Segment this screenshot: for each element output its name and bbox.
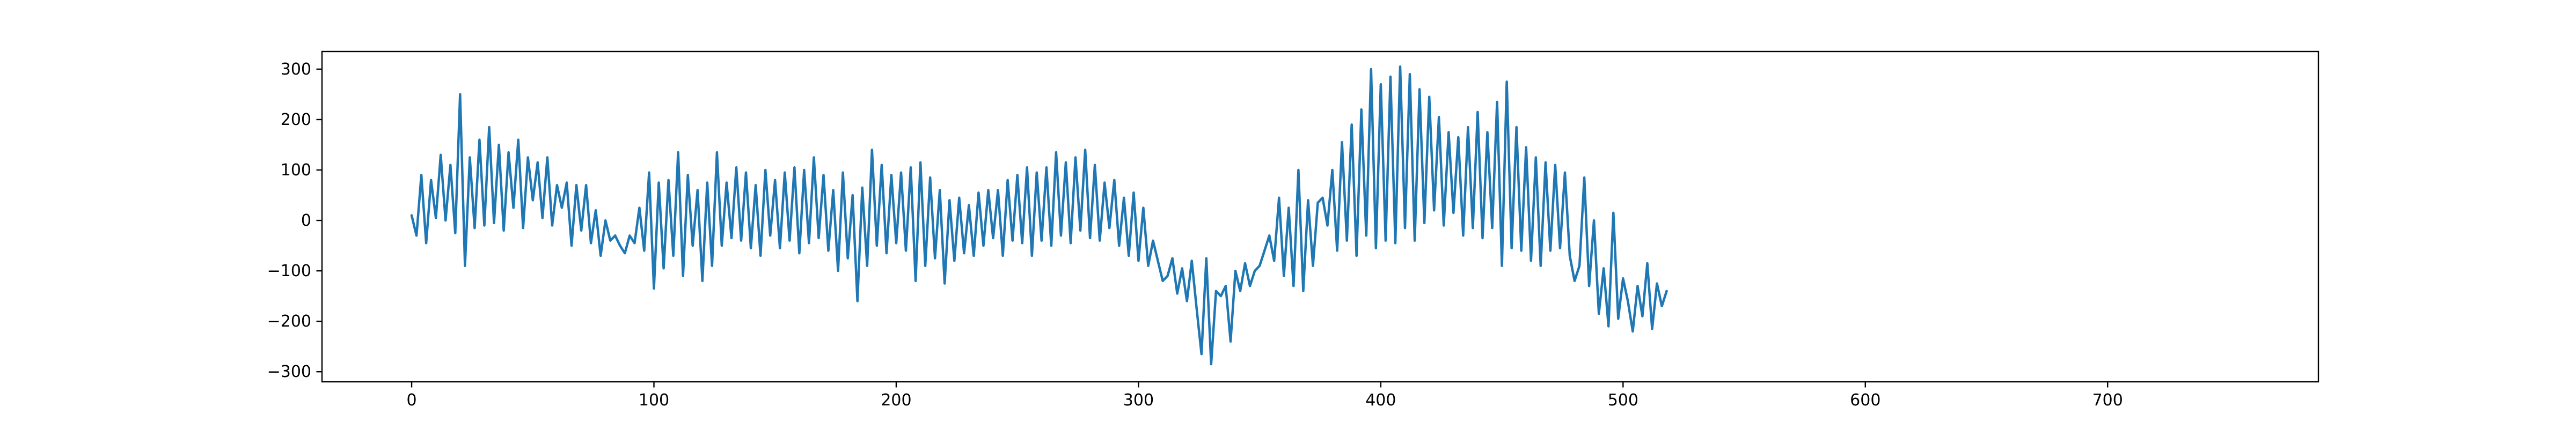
x-tick-label: 700: [2092, 391, 2123, 410]
y-tick-label: −100: [267, 262, 311, 280]
x-axis: 0 100 200 300 400 500 600 700: [406, 382, 2123, 410]
x-tick-label: 600: [1850, 391, 1880, 410]
axes-frame: [321, 50, 2319, 383]
x-tick-label: 0: [406, 391, 416, 410]
y-axis: −300 −200 −100 0 100 200 300: [267, 60, 322, 381]
x-tick-label: 300: [1123, 391, 1154, 410]
y-tick-label: −200: [267, 312, 311, 331]
y-tick-label: −300: [267, 363, 311, 381]
y-tick-label: 200: [281, 110, 311, 129]
plot-area: [322, 51, 2318, 382]
x-tick-label: 100: [639, 391, 669, 410]
y-tick-label: 0: [301, 211, 311, 230]
series-line: [410, 65, 1668, 366]
x-tick-label: 400: [1365, 391, 1396, 410]
x-tick-label: 500: [1608, 391, 1638, 410]
x-tick-label: 200: [881, 391, 911, 410]
y-tick-label: 100: [281, 161, 311, 180]
y-tick-label: 300: [281, 60, 311, 79]
